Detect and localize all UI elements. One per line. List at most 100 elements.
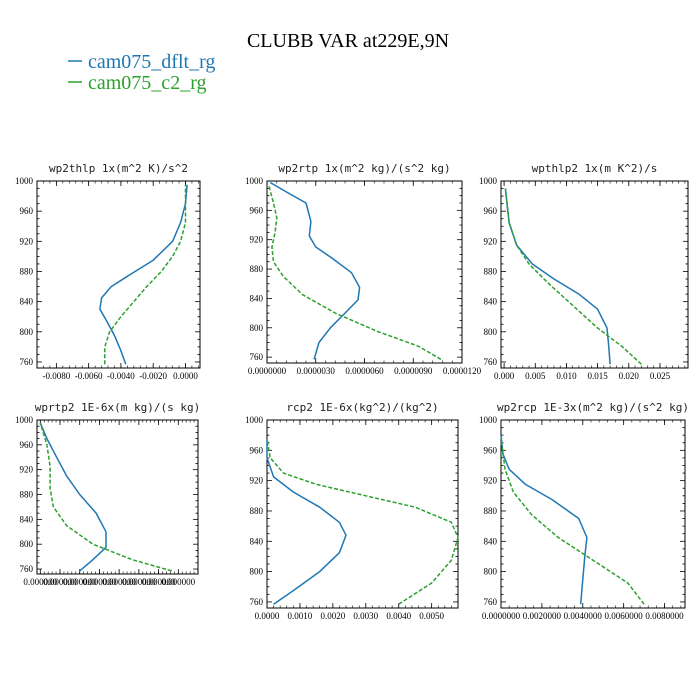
series-line-c2	[504, 188, 642, 365]
y-tick-label: 760	[250, 597, 264, 607]
x-tick-label: 0.020	[619, 371, 640, 381]
x-tick-label: 0.0010	[288, 611, 313, 621]
x-tick-label: 0.0000	[173, 371, 198, 381]
series-line-dflt	[39, 422, 107, 572]
y-tick-label: 880	[484, 506, 498, 516]
y-tick-label: 1000	[245, 176, 264, 186]
x-tick-label: 0.000	[494, 371, 515, 381]
y-tick-label: 920	[484, 476, 498, 486]
y-tick-label: 840	[250, 293, 264, 303]
x-tick-label: 0.0080000	[645, 611, 684, 621]
series-line-c2	[104, 184, 187, 365]
x-tick-label: -0.0060	[75, 371, 103, 381]
y-tick-label: 840	[484, 297, 498, 307]
plot-frame	[36, 180, 201, 369]
series-line-dflt	[269, 181, 361, 360]
series-line-dflt	[504, 188, 611, 365]
y-tick-label: 880	[250, 506, 264, 516]
legend-label-dflt: cam075_dflt_rg	[88, 51, 215, 73]
plot-frame	[266, 180, 463, 364]
y-tick-label: 1000	[245, 415, 264, 425]
x-tick-label: -0.0080	[42, 371, 70, 381]
x-tick-label: 0.000000	[23, 577, 57, 587]
y-tick-label: 960	[484, 206, 498, 216]
y-tick-label: 960	[484, 445, 498, 455]
x-tick-label: 0.0000120	[443, 366, 482, 376]
y-tick-label: 920	[484, 236, 498, 246]
x-tick-label: 0.000000	[43, 577, 77, 587]
x-tick-label: 0.000000	[102, 577, 136, 587]
panel-title: wp2rcp 1E-3x(m^2 kg)/(s^2 kg)	[497, 401, 689, 414]
y-tick-label: 960	[20, 440, 34, 450]
y-tick-label: 800	[20, 539, 34, 549]
y-tick-label: 960	[250, 445, 264, 455]
x-tick-label: 0.000000	[142, 577, 176, 587]
x-tick-label: 0.0030	[353, 611, 378, 621]
y-tick-label: 800	[20, 327, 34, 337]
series-line-c2	[500, 438, 645, 605]
y-tick-label: 800	[484, 327, 498, 337]
x-tick-label: 0.0000000	[248, 366, 287, 376]
y-tick-label: 840	[20, 514, 34, 524]
y-tick-label: 760	[250, 352, 264, 362]
panel-6: wp2rcp 1E-3x(m^2 kg)/(s^2 kg) 760 800 840 88…	[479, 401, 689, 621]
y-tick-label: 760	[484, 597, 498, 607]
x-tick-label: 0.000000	[63, 577, 97, 587]
y-tick-label: 1000	[479, 176, 498, 186]
legend-label-c2: cam075_c2_rg	[88, 72, 207, 94]
x-tick-label: 0.015	[587, 371, 608, 381]
y-tick-label: 800	[484, 567, 498, 577]
y-tick-label: 880	[250, 264, 264, 274]
series-line-dflt	[99, 184, 188, 365]
y-tick-label: 920	[20, 465, 34, 475]
y-tick-label: 920	[250, 235, 264, 245]
plot-frame	[500, 180, 689, 369]
y-tick-label: 840	[20, 297, 34, 307]
panel-2: wp2rtp 1x(m^2 kg)/(s^2 kg) 760 800 840 880 92…	[245, 162, 482, 376]
plot-frame	[266, 419, 459, 609]
y-tick-label: 760	[484, 357, 498, 367]
x-tick-label: 0.005	[525, 371, 546, 381]
plot-frame	[500, 419, 686, 609]
y-tick-label: 880	[20, 490, 34, 500]
x-tick-label: 0.000000	[83, 577, 117, 587]
x-tick-label: 0.0000090	[394, 366, 433, 376]
x-tick-label: 0.010	[556, 371, 577, 381]
y-tick-label: 1000	[479, 415, 498, 425]
series-line-dflt	[500, 435, 588, 605]
panel-title: wp2thlp 1x(m^2 K)/s^2	[49, 162, 188, 175]
x-tick-label: 0.0050	[419, 611, 444, 621]
x-tick-label: 0.025	[650, 371, 671, 381]
y-tick-label: 760	[20, 564, 34, 574]
panel-title: wprtp2 1E-6x(m kg)/(s kg)	[35, 401, 201, 414]
x-tick-label: 0.0040	[386, 611, 411, 621]
x-tick-label: 0.0000	[255, 611, 280, 621]
y-tick-label: 960	[250, 205, 264, 215]
y-tick-label: 920	[250, 476, 264, 486]
x-tick-label: 0.0020000	[523, 611, 562, 621]
panel-3: wpthlp2 1x(m K^2)/s 760 800 840 880 920 960 100…	[479, 162, 689, 381]
x-tick-label: 0.0000000	[482, 611, 521, 621]
x-tick-label: 0.0000060	[345, 366, 384, 376]
y-tick-label: 800	[250, 323, 264, 333]
panel-title: rcp2 1E-6x(kg^2)/(kg^2)	[286, 401, 438, 414]
panel-grid: wp2thlp 1x(m^2 K)/s^2 760 800 840 880 920 960 1…	[15, 162, 689, 621]
x-tick-label: 0.000000	[122, 577, 156, 587]
y-tick-label: 880	[20, 266, 34, 276]
series-line-dflt	[266, 439, 347, 605]
x-tick-label: -0.0040	[107, 371, 135, 381]
panel-4: wprtp2 1E-6x(m kg)/(s kg) 760 800 840 880 920…	[15, 401, 200, 587]
series-line-c2	[39, 422, 172, 572]
y-tick-label: 840	[484, 536, 498, 546]
panel-5: rcp2 1E-6x(kg^2)/(kg^2) 760 800 840 880 920 96…	[245, 401, 459, 621]
y-tick-label: 800	[250, 567, 264, 577]
y-tick-label: 920	[20, 236, 34, 246]
legend: cam075_dflt_rg cam075_c2_rg	[68, 51, 215, 94]
panel-1: wp2thlp 1x(m^2 K)/s^2 760 800 840 880 920 960 1…	[15, 162, 201, 381]
x-tick-label: -0.0020	[139, 371, 167, 381]
panel-title: wp2rtp 1x(m^2 kg)/(s^2 kg)	[278, 162, 450, 175]
y-tick-label: 1000	[15, 176, 34, 186]
y-tick-label: 840	[250, 536, 264, 546]
plot-frame	[36, 419, 199, 575]
